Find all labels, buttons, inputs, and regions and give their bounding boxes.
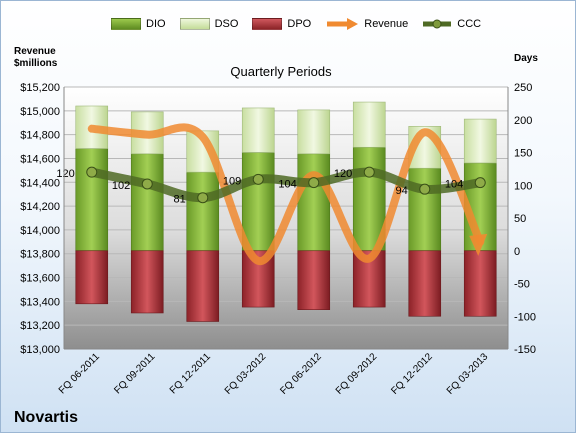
ccc-marker: [86, 166, 98, 178]
ccc-marker: [363, 166, 375, 178]
left-axis-tick-label: $13,400: [20, 296, 60, 308]
ccc-marker: [474, 177, 486, 189]
left-axis-tick-label: $14,600: [20, 153, 60, 165]
left-axis-tick-label: $13,000: [20, 344, 60, 356]
legend-swatch-revenue: [327, 18, 359, 30]
right-axis-tick-label: -150: [514, 344, 536, 356]
right-axis-tick-label: -50: [514, 279, 530, 291]
left-axis-title: Revenue $millions: [14, 46, 57, 70]
left-axis-tick-label: $15,200: [20, 82, 60, 94]
left-axis-tick-label: $13,800: [20, 249, 60, 261]
left-axis-tick-label: $14,800: [20, 130, 60, 142]
ccc-data-label: 102: [112, 180, 130, 192]
legend-item-ccc: CCC: [422, 18, 481, 30]
x-axis-tick-label: FQ 12-2012: [389, 351, 435, 397]
right-axis-tick-label: 200: [514, 115, 532, 127]
bar-dso: [463, 118, 497, 164]
bar-dpo: [186, 250, 220, 322]
right-axis-tick-label: 0: [514, 246, 520, 258]
left-axis-tick-label: $13,200: [20, 320, 60, 332]
right-axis-tick-label: 50: [514, 213, 526, 225]
x-axis-tick-label: FQ 06-2012: [278, 351, 324, 397]
ccc-marker: [252, 173, 264, 185]
legend-item-dio: DIO: [111, 18, 166, 30]
ccc-marker: [141, 178, 153, 190]
bar-dio: [408, 167, 442, 252]
company-name: Novartis: [14, 409, 79, 426]
right-axis-tick-label: 100: [514, 180, 532, 192]
ccc-marker: [308, 177, 320, 189]
chart-title: Quarterly Periods: [230, 64, 332, 79]
legend-swatch-dso: [179, 18, 210, 30]
right-axis-tick-label: 250: [514, 82, 532, 94]
bar-dio: [130, 153, 164, 252]
right-axis-tick-label: -100: [514, 311, 536, 323]
bar-dio: [75, 148, 109, 252]
bar-dpo: [463, 250, 497, 317]
x-axis-tick-label: FQ 03-2013: [445, 351, 491, 397]
ccc-data-label: 104: [278, 179, 296, 191]
legend-label-revenue: Revenue: [364, 18, 409, 30]
x-axis-tick-label: FQ 09-2012: [334, 351, 380, 397]
left-axis-tick-label: $13,600: [20, 273, 60, 285]
legend-label-ccc: CCC: [457, 18, 482, 30]
ccc-marker: [197, 192, 209, 204]
ccc-data-label: 94: [396, 185, 408, 197]
ccc-data-label: 104: [445, 179, 463, 191]
legend-swatch-dpo: [252, 18, 283, 30]
ccc-data-label: 120: [334, 168, 352, 180]
x-axis-tick-label: FQ 03-2012: [223, 351, 269, 397]
legend-item-revenue: Revenue: [325, 18, 408, 30]
left-axis-title-line2: $millions: [14, 58, 58, 69]
bar-dio: [241, 152, 275, 252]
right-axis-title: Days: [514, 53, 538, 64]
bar-dpo: [75, 250, 109, 305]
legend: DIO DSO DPO Revenue CCC: [111, 15, 495, 33]
ccc-data-label: 81: [174, 194, 186, 206]
bar-dso: [352, 101, 386, 148]
left-axis-title-line1: Revenue: [14, 46, 56, 57]
left-axis-tick-label: $14,200: [20, 201, 60, 213]
bar-dpo: [408, 250, 442, 317]
bar-dpo: [130, 250, 164, 314]
bar-dio: [186, 171, 220, 252]
revenue-arrowhead: [469, 233, 488, 256]
x-axis-tick-label: FQ 06-2011: [57, 351, 102, 396]
bar-dpo: [297, 250, 331, 311]
legend-label-dso: DSO: [214, 18, 239, 30]
legend-swatch-dio: [111, 18, 141, 30]
legend-label-dio: DIO: [146, 18, 166, 30]
x-axis-tick-label: FQ 09-2011: [112, 351, 157, 396]
ccc-marker: [419, 183, 431, 195]
left-axis-tick-label: $14,000: [20, 225, 60, 237]
ccc-data-label: 109: [223, 175, 241, 187]
bar-dso: [241, 107, 275, 153]
legend-item-dso: DSO: [179, 18, 239, 30]
right-axis-tick-label: 150: [514, 148, 532, 160]
lines: 120 102 81 109 104 120 94 104: [56, 123, 488, 265]
legend-swatch-ccc: [423, 19, 452, 29]
ccc-data-label: 120: [56, 168, 74, 180]
bar-dio: [297, 153, 331, 252]
x-axis-tick-label: FQ 12-2011: [168, 351, 213, 396]
left-axis-tick-label: $15,000: [20, 106, 60, 118]
left-axis-tick-label: $14,400: [20, 177, 60, 189]
bar-dso: [297, 109, 331, 155]
legend-label-dpo: DPO: [287, 18, 312, 30]
legend-item-dpo: DPO: [252, 18, 311, 30]
